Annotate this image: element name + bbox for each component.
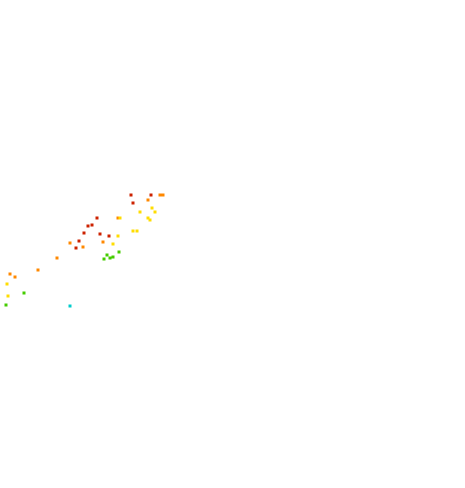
point: [101, 240, 105, 244]
point: [116, 234, 120, 238]
point: [77, 239, 81, 243]
point: [22, 291, 26, 295]
point: [105, 253, 109, 257]
point: [95, 216, 99, 220]
point: [55, 256, 59, 260]
point: [135, 229, 139, 233]
point: [36, 268, 40, 272]
point: [161, 193, 165, 197]
point: [6, 294, 10, 298]
point: [90, 223, 94, 227]
point: [86, 224, 90, 228]
point: [4, 303, 8, 307]
point: [68, 241, 72, 245]
point: [131, 229, 135, 233]
point: [148, 218, 152, 222]
point: [102, 257, 106, 261]
point: [129, 193, 133, 197]
point: [13, 275, 17, 279]
point: [98, 232, 102, 236]
point: [111, 255, 115, 259]
point: [138, 210, 142, 214]
point: [158, 193, 162, 197]
point: [5, 282, 9, 286]
point: [74, 246, 78, 250]
point: [118, 216, 122, 220]
point: [146, 198, 150, 202]
point: [149, 193, 153, 197]
point: [111, 242, 115, 246]
point: [8, 272, 12, 276]
point: [107, 234, 111, 238]
point: [146, 216, 150, 220]
point: [116, 216, 120, 220]
point: [153, 210, 157, 214]
point: [150, 206, 154, 210]
point: [108, 256, 112, 260]
point: [81, 245, 85, 249]
point: [131, 201, 135, 205]
point: [82, 231, 86, 235]
point: [117, 250, 121, 254]
point: [68, 304, 72, 308]
